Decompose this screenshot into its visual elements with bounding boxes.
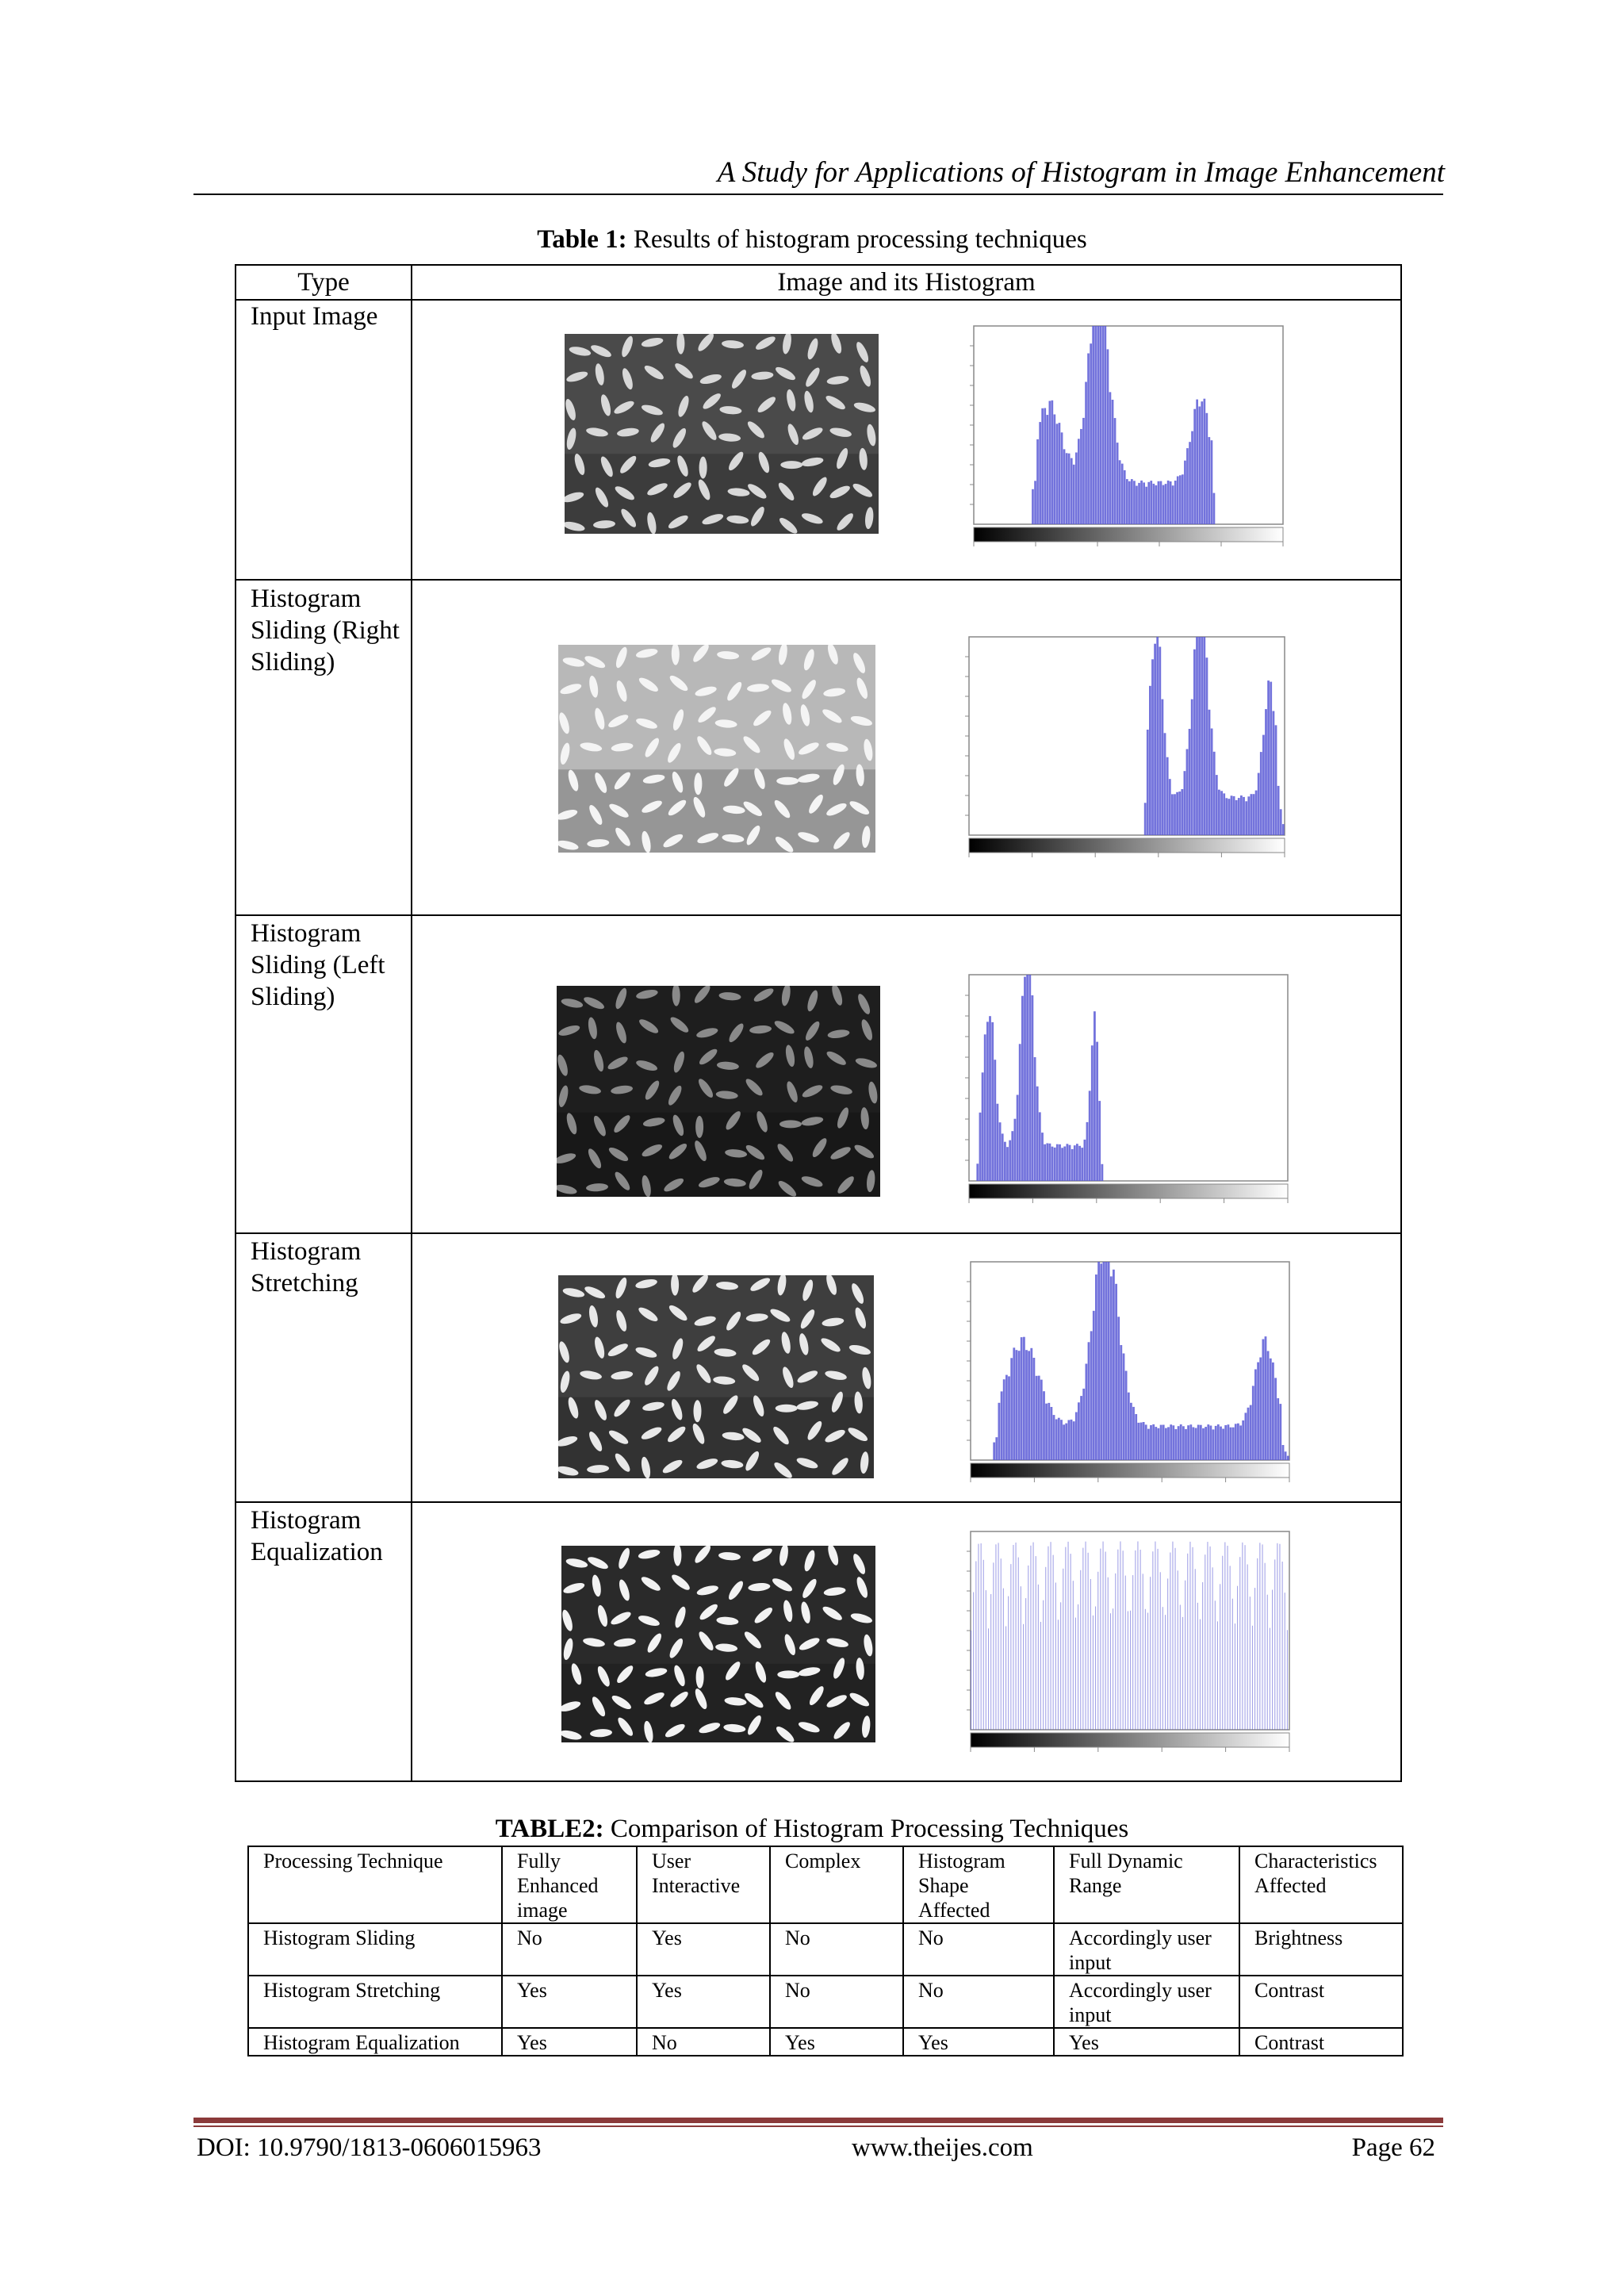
table2-cell: No — [501, 1922, 638, 1976]
table2-cell: No — [769, 1975, 904, 2029]
table2-cell: Yes — [636, 1922, 771, 1976]
table2-cell: Contrast — [1239, 1975, 1404, 2029]
histogram-equalization — [967, 1531, 1290, 1752]
table2-cell: Yes — [501, 2027, 638, 2056]
rice-image-left-sliding — [557, 986, 880, 1197]
rice-image-right-sliding — [558, 645, 875, 853]
table2-cell: Yes — [636, 1975, 771, 2029]
histogram-stretching — [967, 1261, 1290, 1482]
row-label-input-image: Input Image — [251, 302, 378, 331]
table-row: Histogram Equalization Yes No Yes Yes Ye… — [247, 2027, 1404, 2056]
table2-caption: TABLE2: Comparison of Histogram Processi… — [495, 1815, 1129, 1843]
table1-header-type: Type — [297, 268, 350, 297]
table2-cell: No — [636, 2027, 771, 2056]
row-label-stretching: Histogram Stretching — [251, 1237, 362, 1297]
rice-image-equalization — [561, 1546, 875, 1742]
table2-header-cell: Complex — [769, 1846, 904, 1924]
table2-cell: Histogram Sliding — [247, 1922, 503, 1976]
table2-header-cell: Characteristics Affected — [1239, 1846, 1404, 1924]
table2-cell: Accordingly user input — [1053, 1922, 1240, 1976]
table2-cell: No — [902, 1922, 1055, 1976]
table2-header-cell: Processing Technique — [247, 1846, 503, 1924]
table2-header-row: Processing Technique Fully Enhanced imag… — [247, 1846, 1404, 1924]
histogram-left-sliding — [965, 974, 1289, 1203]
table2-cell: Contrast — [1239, 2027, 1404, 2056]
table1-header-image: Image and its Histogram — [777, 268, 1036, 297]
histogram-input — [970, 325, 1284, 546]
table2-header-cell: Histogram Shape Affected — [902, 1846, 1055, 1924]
table2-cell: Yes — [902, 2027, 1055, 2056]
row-label-right-sliding: Histogram Sliding (Right Sliding) — [251, 585, 400, 677]
footer-doi: DOI: 10.9790/1813-0606015963 — [197, 2133, 542, 2162]
table2-cell: Histogram Stretching — [247, 1975, 503, 2029]
table2-cell: Accordingly user input — [1053, 1975, 1240, 2029]
table2-cell: Brightness — [1239, 1922, 1404, 1976]
table2-header-cell: Fully Enhanced image — [501, 1846, 638, 1924]
table1-caption: Table 1: Results of histogram processing… — [537, 225, 1087, 254]
row-label-left-sliding: Histogram Sliding (Left Sliding) — [251, 919, 385, 1011]
rice-image-stretching — [558, 1275, 874, 1478]
table2-cell: No — [769, 1922, 904, 1976]
footer-site: www.theijes.com — [852, 2133, 1033, 2162]
table-row: Histogram Sliding No Yes No No According… — [247, 1922, 1404, 1976]
row-label-equalization: Histogram Equalization — [251, 1506, 383, 1566]
table2-cell: Yes — [501, 1975, 638, 2029]
footer-page-number: Page 62 — [1351, 2133, 1435, 2162]
table2-cell: No — [902, 1975, 1055, 2029]
running-title: A Study for Applications of Histogram in… — [717, 156, 1445, 189]
table2-cell: Yes — [1053, 2027, 1240, 2056]
table2-cell: Histogram Equalization — [247, 2027, 503, 2056]
table2-header-cell: Full Dynamic Range — [1053, 1846, 1240, 1924]
table1: Type Image and its Histogram Input Image… — [235, 264, 1402, 1782]
table-row: Histogram Stretching Yes Yes No No Accor… — [247, 1975, 1404, 2029]
footer-rule — [193, 2118, 1443, 2123]
table2: Processing Technique Fully Enhanced imag… — [247, 1846, 1404, 2056]
header-rule — [193, 194, 1443, 195]
rice-image-input — [565, 334, 879, 534]
footer-rule-thin — [193, 2125, 1443, 2127]
table2-cell: Yes — [769, 2027, 904, 2056]
histogram-right-sliding — [965, 636, 1285, 857]
table2-header-cell: User Interactive — [636, 1846, 771, 1924]
